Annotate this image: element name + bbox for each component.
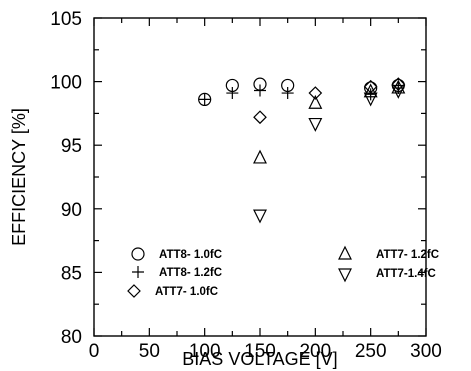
data-markers bbox=[198, 77, 406, 224]
legend-label: ATT8- 1.0fC bbox=[159, 249, 222, 261]
x-tick-label: 200 bbox=[299, 341, 331, 362]
data-point-plus bbox=[226, 87, 239, 100]
data-point-plus bbox=[254, 84, 266, 97]
data-point-diamond bbox=[308, 86, 323, 100]
legend-marker-triangle-down bbox=[338, 268, 352, 283]
data-point-triangle-down bbox=[308, 117, 323, 132]
tick-labels: 0 50 100 150 200 250 300 80 85 90 95 100 105 bbox=[50, 9, 442, 362]
x-tick-label: 50 bbox=[139, 341, 160, 362]
legend: ATT8- 1.0fC ATT8- 1.2fC ATT7- 1.0fC ATT7- 1… bbox=[127, 245, 439, 298]
plot-frame bbox=[93, 17, 427, 337]
x-tick-label: 100 bbox=[189, 341, 221, 362]
data-point-triangle-down bbox=[253, 209, 267, 224]
data-point-triangle-down bbox=[391, 84, 406, 99]
x-tick-label: 0 bbox=[89, 341, 100, 362]
data-point-diamond bbox=[391, 77, 406, 91]
x-axis-title: BIAS VOLTAGE [V] bbox=[182, 349, 337, 369]
data-point-triangle-up bbox=[253, 149, 267, 164]
y-axis-title: EFFICIENCY [%] bbox=[9, 108, 29, 246]
legend-label: ATT8- 1.2fC bbox=[159, 267, 222, 279]
x-tick-label: 250 bbox=[355, 341, 387, 362]
data-point-plus bbox=[281, 87, 294, 100]
x-tick-label: 300 bbox=[410, 341, 442, 362]
y-tick-label: 85 bbox=[61, 263, 82, 284]
legend-label: ATT7- 1.0fC bbox=[155, 286, 218, 298]
legend-marker-plus bbox=[132, 266, 144, 278]
legend-label: ATT7- 1.2fC bbox=[376, 249, 439, 261]
data-point-plus bbox=[198, 93, 211, 106]
data-point-diamond bbox=[253, 110, 267, 125]
y-tick-label: 100 bbox=[50, 73, 82, 94]
legend-label: ATT7-1.4fC bbox=[376, 268, 436, 280]
axis-ticks bbox=[93, 17, 427, 337]
x-tick-label: 150 bbox=[244, 341, 276, 362]
y-tick-label: 95 bbox=[61, 136, 82, 157]
y-tick-label: 90 bbox=[61, 200, 82, 221]
y-tick-label: 80 bbox=[61, 327, 82, 348]
legend-marker-triangle-up bbox=[338, 245, 352, 260]
data-point-triangle-up bbox=[391, 79, 406, 94]
data-point-triangle-down bbox=[363, 92, 378, 107]
legend-marker-diamond bbox=[127, 284, 141, 298]
data-point-triangle-up bbox=[363, 83, 378, 98]
data-point-triangle-up bbox=[308, 94, 323, 109]
y-tick-label: 105 bbox=[50, 9, 82, 30]
data-point-plus bbox=[364, 88, 377, 101]
legend-marker-circle bbox=[131, 247, 145, 261]
